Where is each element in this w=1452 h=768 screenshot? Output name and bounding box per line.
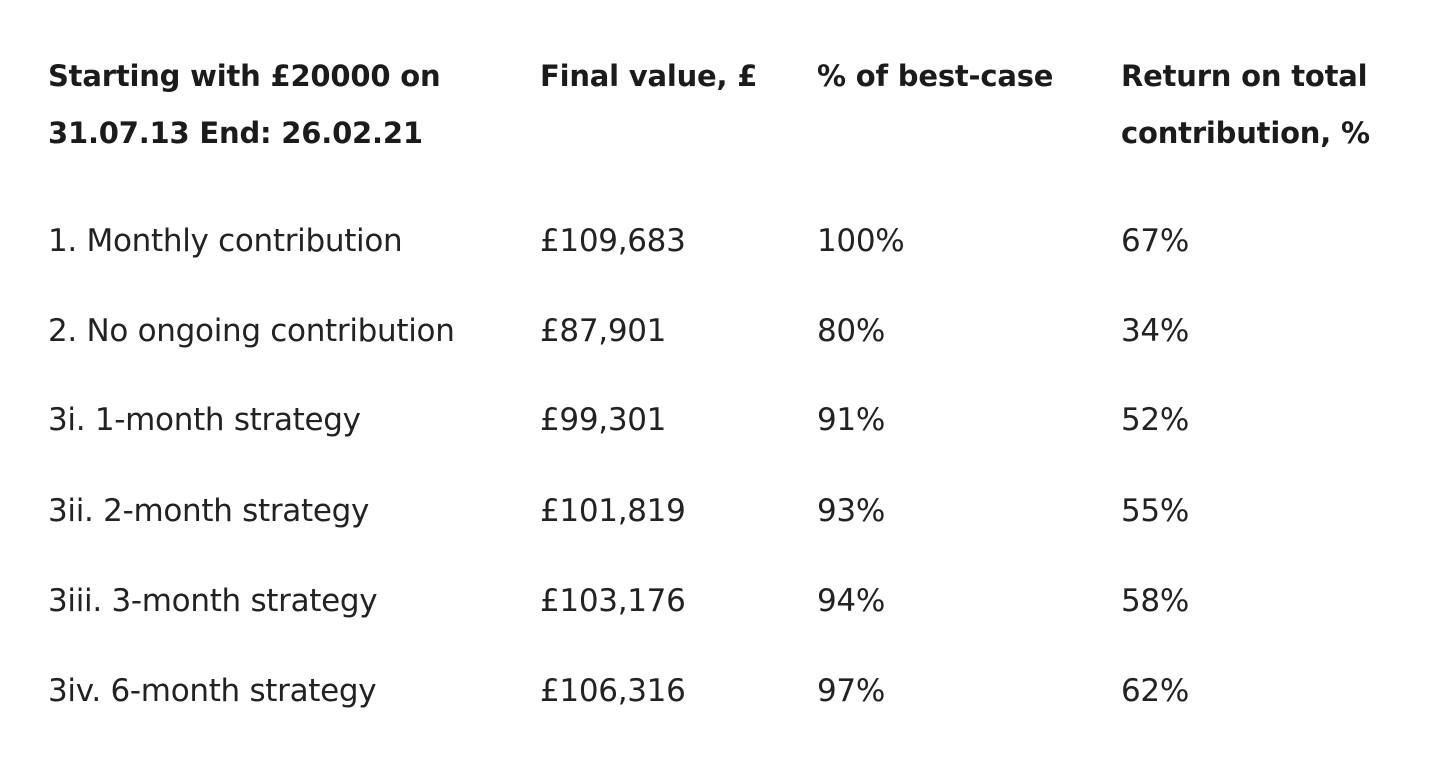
- row-final-value: £109,683: [540, 223, 686, 259]
- row-strategy-label: 3iii. 3-month strategy: [48, 583, 378, 619]
- header-final-value: Final value, £: [540, 59, 758, 93]
- header-return-on-contribution: Return on total contribution, %: [1121, 59, 1370, 150]
- row-percent-best-case: 100%: [817, 223, 905, 259]
- row-return: 52%: [1121, 402, 1190, 438]
- header-starting-period: Starting with £20000 on 31.07.13 End: 26…: [48, 59, 441, 150]
- row-percent-best-case: 93%: [817, 493, 886, 529]
- row-percent-best-case: 94%: [817, 583, 886, 619]
- row-strategy-label: 3ii. 2-month strategy: [48, 493, 370, 529]
- row-return: 34%: [1121, 313, 1190, 349]
- row-strategy-label: 3i. 1-month strategy: [48, 402, 361, 438]
- row-return: 58%: [1121, 583, 1190, 619]
- row-final-value: £106,316: [540, 673, 686, 709]
- row-return: 67%: [1121, 223, 1190, 259]
- row-final-value: £87,901: [540, 313, 667, 349]
- row-strategy-label: 2. No ongoing contribution: [48, 313, 455, 349]
- row-return: 62%: [1121, 673, 1190, 709]
- header-percent-best-case: % of best-case: [817, 59, 1054, 93]
- row-percent-best-case: 80%: [817, 313, 886, 349]
- row-return: 55%: [1121, 493, 1190, 529]
- row-strategy-label: 3iv. 6-month strategy: [48, 673, 377, 709]
- row-percent-best-case: 91%: [817, 402, 886, 438]
- row-final-value: £101,819: [540, 493, 686, 529]
- row-strategy-label: 1. Monthly contribution: [48, 223, 403, 259]
- row-percent-best-case: 97%: [817, 673, 886, 709]
- row-final-value: £99,301: [540, 402, 667, 438]
- row-final-value: £103,176: [540, 583, 686, 619]
